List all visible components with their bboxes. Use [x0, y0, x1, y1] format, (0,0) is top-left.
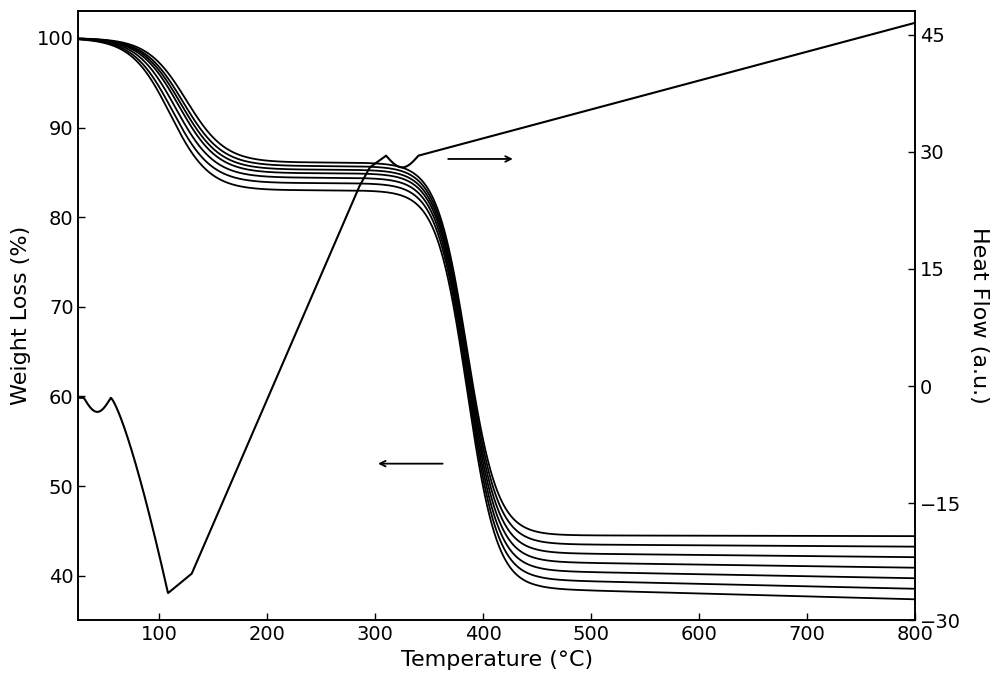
X-axis label: Temperature (°C): Temperature (°C) — [401, 650, 593, 670]
Y-axis label: Weight Loss (%): Weight Loss (%) — [11, 226, 31, 405]
Y-axis label: Heat Flow (a.u.): Heat Flow (a.u.) — [969, 227, 989, 404]
